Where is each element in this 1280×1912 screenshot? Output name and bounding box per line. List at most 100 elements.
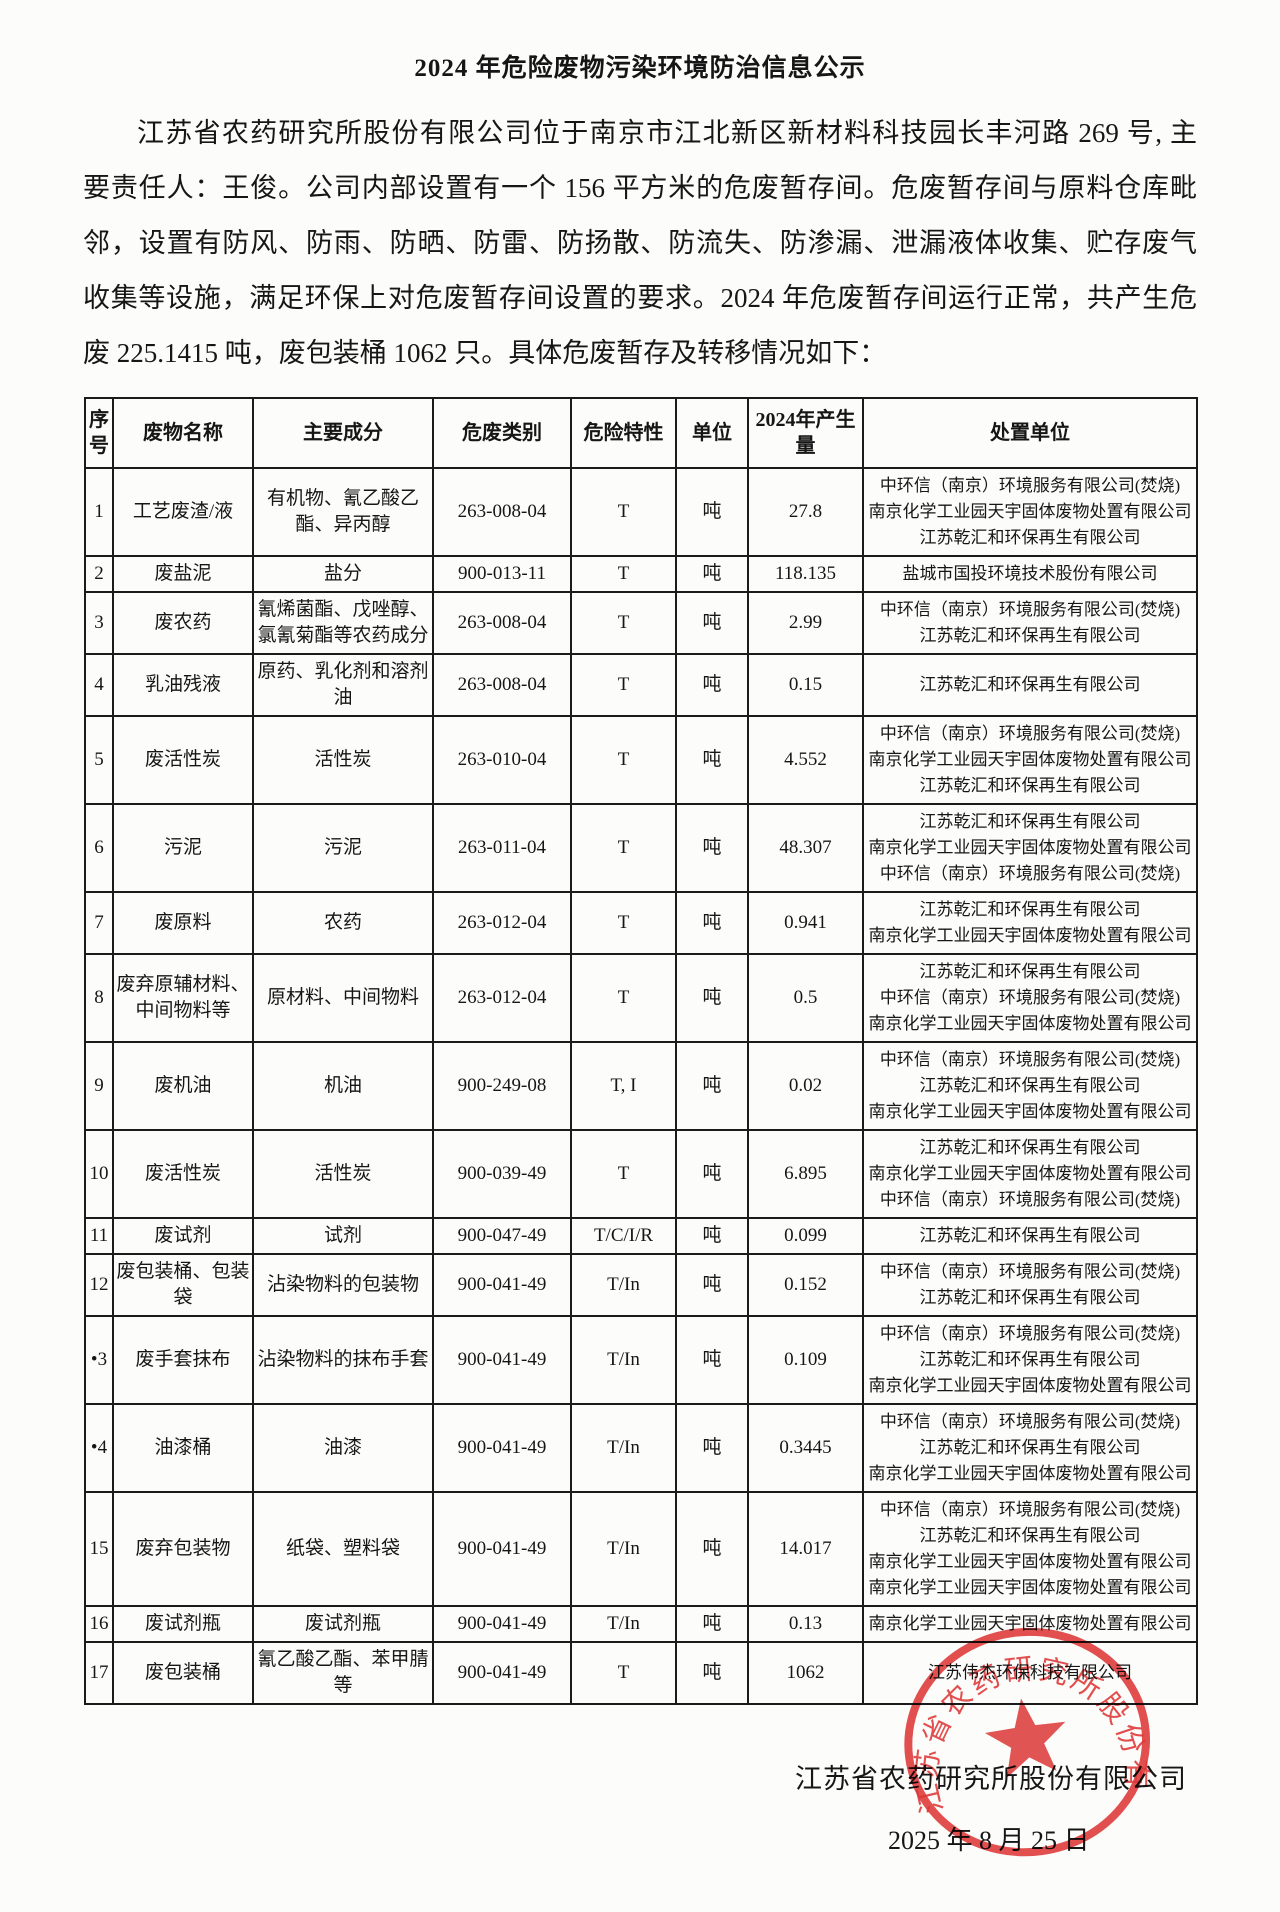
cell-amount-2024: 0.099: [747, 1217, 864, 1255]
cell-waste-name: 废活性炭: [112, 1129, 254, 1219]
cell-waste-name: 废弃包装物: [112, 1491, 254, 1607]
cell-waste-name: 废机油: [112, 1041, 254, 1131]
disposal-unit-line: 中环信（南京）环境服务有限公司(焚烧): [879, 1324, 1181, 1343]
table-row: 17 废包装桶 氰乙酸乙酯、苯甲腈等 900-041-49 T 吨 1062 江…: [84, 1641, 1198, 1705]
cell-serial-number: 17: [84, 1641, 114, 1705]
cell-hazard-trait: T: [570, 555, 677, 593]
cell-amount-2024: 0.152: [747, 1253, 864, 1317]
cell-hazard-trait: T: [570, 467, 677, 557]
column-header: 处置单位: [862, 397, 1198, 469]
disposal-unit-line: 南京化学工业园天宇固体废物处置有限公司: [868, 1102, 1192, 1121]
disposal-unit-line: 中环信（南京）环境服务有限公司(焚烧): [879, 724, 1181, 743]
disposal-unit-line: 江苏乾汇和环保再生有限公司: [919, 1138, 1141, 1157]
cell-waste-name: 工艺废渣/液: [112, 467, 254, 557]
cell-main-composition: 活性炭: [252, 1129, 434, 1219]
disposal-unit-line: 南京化学工业园天宇固体废物处置有限公司: [868, 1552, 1192, 1571]
cell-waste-category-code: 263-010-04: [432, 715, 572, 805]
column-header: 单位: [675, 397, 749, 469]
cell-disposal-units: 中环信（南京）环境服务有限公司(焚烧) 南京化学工业园天宇固体废物处置有限公司 江苏…: [862, 467, 1198, 557]
cell-unit: 吨: [675, 1641, 749, 1705]
cell-amount-2024: 0.13: [747, 1605, 864, 1643]
cell-unit: 吨: [675, 1041, 749, 1131]
column-header: 2024年产生量: [747, 397, 864, 469]
disposal-unit-line: 中环信（南京）环境服务有限公司(焚烧): [879, 476, 1181, 495]
disposal-unit-line: 江苏乾汇和环保再生有限公司: [919, 1076, 1141, 1095]
cell-waste-category-code: 263-008-04: [432, 653, 572, 717]
cell-serial-number: 3: [84, 591, 114, 655]
disposal-unit-line: 南京化学工业园天宇固体废物处置有限公司: [868, 1014, 1192, 1033]
cell-unit: 吨: [675, 953, 749, 1043]
disposal-unit-line: 中环信（南京）环境服务有限公司(焚烧): [879, 988, 1181, 1007]
cell-hazard-trait: T: [570, 591, 677, 655]
cell-waste-category-code: 263-008-04: [432, 467, 572, 557]
cell-unit: 吨: [675, 1403, 749, 1493]
cell-amount-2024: 0.109: [747, 1315, 864, 1405]
cell-waste-name: 乳油残液: [112, 653, 254, 717]
column-header: 序号: [84, 397, 114, 469]
cell-waste-category-code: 263-012-04: [432, 953, 572, 1043]
cell-unit: 吨: [675, 653, 749, 717]
table-row: 9 废机油 机油 900-249-08 T, I 吨 0.02 中环信（南京）环…: [84, 1041, 1198, 1131]
cell-main-composition: 农药: [252, 891, 434, 955]
cell-hazard-trait: T: [570, 803, 677, 893]
cell-waste-category-code: 900-041-49: [432, 1253, 572, 1317]
cell-hazard-trait: T/In: [570, 1605, 677, 1643]
cell-disposal-units: 江苏乾汇和环保再生有限公司 南京化学工业园天宇固体废物处置有限公司: [862, 891, 1198, 955]
cell-hazard-trait: T: [570, 891, 677, 955]
cell-amount-2024: 4.552: [747, 715, 864, 805]
intro-paragraph: 江苏省农药研究所股份有限公司位于南京市江北新区新材料科技园长丰河路 269 号,…: [83, 106, 1197, 381]
table-row: 12 废包装桶、包装袋 沾染物料的包装物 900-041-49 T/In 吨 0…: [84, 1253, 1198, 1317]
cell-disposal-units: 中环信（南京）环境服务有限公司(焚烧) 江苏乾汇和环保再生有限公司 南京化学工业园天…: [862, 1041, 1198, 1131]
disposal-unit-line: 南京化学工业园天宇固体废物处置有限公司: [868, 1614, 1192, 1633]
cell-hazard-trait: T/In: [570, 1403, 677, 1493]
cell-serial-number: 6: [84, 803, 114, 893]
cell-waste-category-code: 900-013-11: [432, 555, 572, 593]
cell-main-composition: 试剂: [252, 1217, 434, 1255]
cell-hazard-trait: T, I: [570, 1041, 677, 1131]
table-row: 3 废农药 氰烯菌酯、戊唑醇、氯氰菊酯等农药成分 263-008-04 T 吨 …: [84, 591, 1198, 655]
cell-unit: 吨: [675, 891, 749, 955]
cell-waste-name: 废活性炭: [112, 715, 254, 805]
cell-hazard-trait: T/In: [570, 1253, 677, 1317]
table-row: 8 废弃原辅材料、中间物料等 原材料、中间物料 263-012-04 T 吨 0…: [84, 953, 1198, 1043]
cell-main-composition: 沾染物料的包装物: [252, 1253, 434, 1317]
cell-main-composition: 活性炭: [252, 715, 434, 805]
cell-main-composition: 油漆: [252, 1403, 434, 1493]
cell-main-composition: 污泥: [252, 803, 434, 893]
cell-serial-number: 9: [84, 1041, 114, 1131]
cell-serial-number: 15: [84, 1491, 114, 1607]
paragraph-line: 收集等设施，满足环保上对危废暂存间设置的要求。2024 年危废暂存间运行正常，共…: [83, 283, 1197, 313]
table-row: 1 工艺废渣/液 有机物、氰乙酸乙酯、异丙醇 263-008-04 T 吨 27…: [84, 467, 1198, 557]
table-header-row: 序号 废物名称 主要成分 危废类别 危险特性 单位 2024年产生量 处置单位: [84, 397, 1198, 469]
cell-main-composition: 机油: [252, 1041, 434, 1131]
cell-disposal-units: 中环信（南京）环境服务有限公司(焚烧) 江苏乾汇和环保再生有限公司: [862, 1253, 1198, 1317]
disposal-unit-line: 南京化学工业园天宇固体废物处置有限公司: [868, 838, 1192, 857]
page-title: 2024 年危险废物污染环境防治信息公示: [414, 55, 866, 82]
cell-disposal-units: 江苏乾汇和环保再生有限公司: [862, 653, 1198, 717]
cell-serial-number: 5: [84, 715, 114, 805]
disposal-unit-line: 江苏乾汇和环保再生有限公司: [919, 1526, 1141, 1545]
cell-serial-number: 11: [84, 1217, 114, 1255]
cell-serial-number: 8: [84, 953, 114, 1043]
cell-amount-2024: 1062: [747, 1641, 864, 1705]
table-row: 10 废活性炭 活性炭 900-039-49 T 吨 6.895 江苏乾汇和环保…: [84, 1129, 1198, 1219]
disposal-unit-line: 江苏伟杰环保科技有限公司: [928, 1663, 1132, 1682]
cell-amount-2024: 2.99: [747, 591, 864, 655]
cell-unit: 吨: [675, 1253, 749, 1317]
disposal-unit-line: 中环信（南京）环境服务有限公司(焚烧): [879, 864, 1181, 883]
cell-waste-category-code: 900-041-49: [432, 1315, 572, 1405]
cell-waste-category-code: 900-039-49: [432, 1129, 572, 1219]
cell-main-composition: 有机物、氰乙酸乙酯、异丙醇: [252, 467, 434, 557]
cell-hazard-trait: T/In: [570, 1491, 677, 1607]
paragraph-line: 废 225.1415 吨，废包装桶 1062 只。具体危废暂存及转移情况如下：: [83, 338, 887, 368]
disposal-unit-line: 南京化学工业园天宇固体废物处置有限公司: [868, 926, 1192, 945]
disposal-unit-line: 江苏乾汇和环保再生有限公司: [919, 675, 1141, 694]
cell-disposal-units: 南京化学工业园天宇固体废物处置有限公司: [862, 1605, 1198, 1643]
document-page: 2024 年危险废物污染环境防治信息公示 江苏省农药研究所股份有限公司位于南京市…: [0, 48, 1280, 1912]
table-row: 16 废试剂瓶 废试剂瓶 900-041-49 T/In 吨 0.13 南京化学…: [84, 1605, 1198, 1643]
table-row: 5 废活性炭 活性炭 263-010-04 T 吨 4.552 中环信（南京）环…: [84, 715, 1198, 805]
cell-serial-number: •3: [84, 1315, 114, 1405]
cell-main-composition: 原材料、中间物料: [252, 953, 434, 1043]
cell-amount-2024: 0.5: [747, 953, 864, 1043]
cell-unit: 吨: [675, 467, 749, 557]
